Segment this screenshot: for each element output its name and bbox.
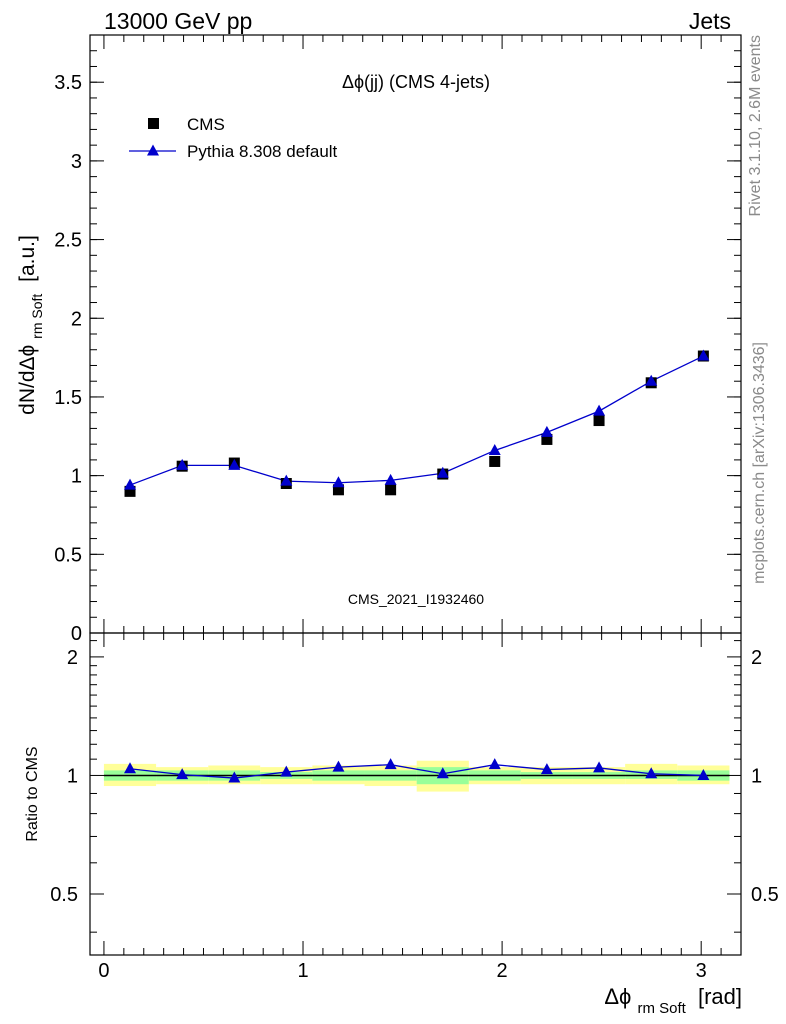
mc-point bbox=[645, 374, 658, 386]
legend-label-cms: CMS bbox=[187, 115, 225, 134]
cms-point bbox=[385, 484, 397, 496]
x-label-sub: rm Soft bbox=[638, 1000, 687, 1017]
mc-point bbox=[228, 458, 241, 470]
ratio-ticks: 0.5 0.5 1 1 2 2 0 1 2 3 bbox=[50, 633, 779, 982]
cms-point bbox=[124, 485, 136, 497]
ratio-y-label: Ratio to CMS bbox=[24, 746, 41, 841]
ratio-mc-point bbox=[540, 763, 553, 775]
mc-point bbox=[697, 349, 710, 361]
x-label-unit: [rad] bbox=[698, 984, 742, 1009]
mc-point bbox=[332, 476, 345, 488]
ratio-mc-point bbox=[593, 761, 606, 773]
main-y-label-unit: [a.u.] bbox=[16, 235, 39, 282]
legend-marker-cms bbox=[148, 118, 159, 129]
svg-text:dN/dΔϕ rm Soft: dN/dΔϕ rm Soft [a.u.] bbox=[16, 235, 47, 415]
mc-point bbox=[593, 404, 606, 416]
ratio-mc-point bbox=[280, 765, 293, 777]
top-ticks: 0 0.5 1 1.5 2 2.5 3 3.5 bbox=[54, 34, 742, 645]
rivet-label: Rivet 3.1.10, 2.6M events bbox=[747, 35, 764, 216]
ratio-mc-line bbox=[129, 764, 704, 779]
ratio-mc-point bbox=[176, 768, 189, 780]
ratio-y-tick-label: 1 bbox=[67, 765, 78, 787]
ratio-mc-point bbox=[488, 758, 501, 770]
legend-label-mc: Pythia 8.308 default bbox=[187, 142, 338, 161]
ratio-mc-point bbox=[124, 762, 137, 774]
ratio-series bbox=[103, 758, 730, 783]
ratio-mc-point bbox=[645, 767, 658, 779]
ratio-y-tick-label: 0.5 bbox=[50, 884, 78, 906]
ratio-y-tick-label-right: 1 bbox=[751, 765, 762, 787]
ratio-y-tick-label-right: 2 bbox=[751, 647, 762, 669]
top-series bbox=[124, 349, 710, 497]
mc-point bbox=[384, 473, 397, 485]
cms-point bbox=[593, 415, 605, 427]
x-tick-label: 2 bbox=[497, 960, 508, 982]
ratio-y-tick-label: 2 bbox=[67, 647, 78, 669]
mc-point bbox=[124, 478, 137, 490]
ratio-mc-point bbox=[697, 768, 710, 780]
header-left: 13000 GeV pp bbox=[104, 8, 252, 34]
main-y-tick-label: 3 bbox=[71, 151, 82, 173]
main-y-tick-label: 3.5 bbox=[54, 72, 82, 94]
main-plot-title: Δϕ(jj) (CMS 4-jets) bbox=[342, 72, 490, 92]
main-y-axis-title: dN/dΔϕ rm Soft [a.u.] bbox=[16, 235, 47, 415]
main-y-label-sub: rm Soft bbox=[29, 294, 45, 339]
legend-marker-mc bbox=[147, 144, 159, 156]
main-y-tick-label: 1 bbox=[71, 466, 82, 488]
x-tick-label: 0 bbox=[98, 960, 109, 982]
main-y-tick-label: 2.5 bbox=[54, 230, 82, 252]
mc-point bbox=[488, 443, 501, 455]
header-right: Jets bbox=[689, 8, 731, 34]
ratio-mc-point bbox=[384, 758, 397, 770]
mc-point bbox=[540, 425, 553, 437]
x-tick-label: 3 bbox=[696, 960, 707, 982]
main-y-tick-label: 1.5 bbox=[54, 387, 82, 409]
mc-point bbox=[280, 474, 293, 486]
mc-point bbox=[436, 466, 449, 478]
main-y-tick-label: 0.5 bbox=[54, 544, 82, 566]
ratio-frame bbox=[89, 632, 742, 956]
ratio-mc-point bbox=[228, 771, 241, 783]
ratio-y-tick-label-right: 0.5 bbox=[751, 884, 779, 906]
main-y-tick-label: 0 bbox=[71, 623, 82, 645]
mc-line bbox=[129, 355, 704, 486]
svg-text:Δϕ rm Soft [ra: Δϕ rm Soft [rad] bbox=[604, 984, 742, 1018]
cms-point bbox=[541, 433, 553, 445]
mc-point bbox=[176, 458, 189, 470]
main-y-tick-label: 2 bbox=[71, 308, 82, 330]
ratio-panel: 0.5 0.5 1 1 2 2 0 1 2 3 Ratio to CMS Δϕ rm Soft [… bbox=[24, 633, 779, 1018]
cms-point bbox=[489, 455, 501, 467]
cms-point bbox=[332, 484, 344, 496]
main-y-label: dN/dΔϕ bbox=[16, 345, 39, 415]
ratio-mc-point bbox=[332, 760, 345, 772]
ratio-mc-point bbox=[436, 767, 449, 779]
mcplots-label: mcplots.cern.ch [arXiv:1306.3436] bbox=[751, 342, 768, 584]
x-tick-label: 1 bbox=[297, 960, 308, 982]
watermark: CMS_2021_I1932460 bbox=[348, 591, 484, 607]
x-axis-title: Δϕ rm Soft [rad] bbox=[604, 984, 742, 1018]
x-label: Δϕ bbox=[604, 984, 631, 1009]
legend: CMS Pythia 8.308 default bbox=[129, 115, 338, 161]
main-panel: 0 0.5 1 1.5 2 2.5 3 3.5 Δϕ(jj) (CMS 4-jets) CMS… bbox=[16, 34, 742, 645]
